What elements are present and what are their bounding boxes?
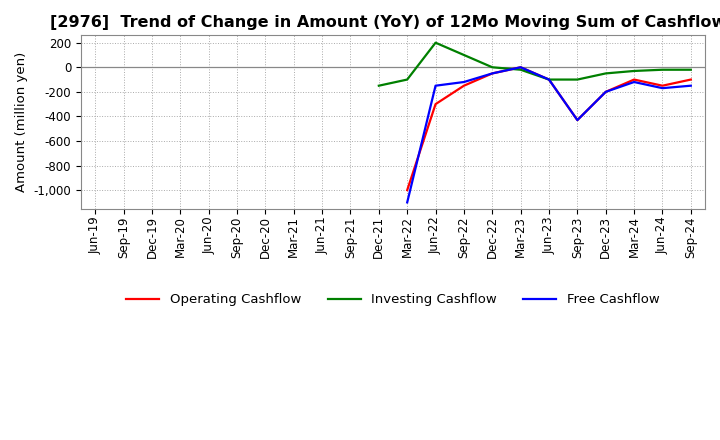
Operating Cashflow: [516, 65, 525, 70]
Operating Cashflow: [488, 71, 497, 76]
Operating Cashflow: [403, 187, 412, 193]
Investing Cashflow: [573, 77, 582, 82]
Free Cashflow: [545, 77, 554, 82]
Y-axis label: Amount (million yen): Amount (million yen): [15, 52, 28, 192]
Free Cashflow: [403, 200, 412, 205]
Operating Cashflow: [601, 89, 610, 95]
Line: Investing Cashflow: Investing Cashflow: [379, 43, 690, 86]
Investing Cashflow: [488, 65, 497, 70]
Operating Cashflow: [431, 102, 440, 107]
Investing Cashflow: [374, 83, 383, 88]
Investing Cashflow: [459, 52, 468, 58]
Line: Free Cashflow: Free Cashflow: [408, 67, 690, 202]
Free Cashflow: [658, 85, 667, 91]
Investing Cashflow: [658, 67, 667, 72]
Investing Cashflow: [686, 67, 695, 72]
Investing Cashflow: [601, 71, 610, 76]
Free Cashflow: [488, 71, 497, 76]
Investing Cashflow: [516, 67, 525, 72]
Investing Cashflow: [431, 40, 440, 45]
Operating Cashflow: [545, 77, 554, 82]
Title: [2976]  Trend of Change in Amount (YoY) of 12Mo Moving Sum of Cashflows: [2976] Trend of Change in Amount (YoY) o…: [50, 15, 720, 30]
Line: Operating Cashflow: Operating Cashflow: [408, 67, 690, 190]
Investing Cashflow: [545, 77, 554, 82]
Free Cashflow: [431, 83, 440, 88]
Investing Cashflow: [630, 68, 639, 73]
Free Cashflow: [573, 117, 582, 123]
Operating Cashflow: [658, 83, 667, 88]
Operating Cashflow: [686, 77, 695, 82]
Operating Cashflow: [459, 83, 468, 88]
Free Cashflow: [459, 79, 468, 84]
Free Cashflow: [516, 65, 525, 70]
Free Cashflow: [601, 89, 610, 95]
Operating Cashflow: [630, 77, 639, 82]
Free Cashflow: [630, 79, 639, 84]
Legend: Operating Cashflow, Investing Cashflow, Free Cashflow: Operating Cashflow, Investing Cashflow, …: [121, 288, 665, 312]
Operating Cashflow: [573, 117, 582, 123]
Free Cashflow: [686, 83, 695, 88]
Investing Cashflow: [403, 77, 412, 82]
